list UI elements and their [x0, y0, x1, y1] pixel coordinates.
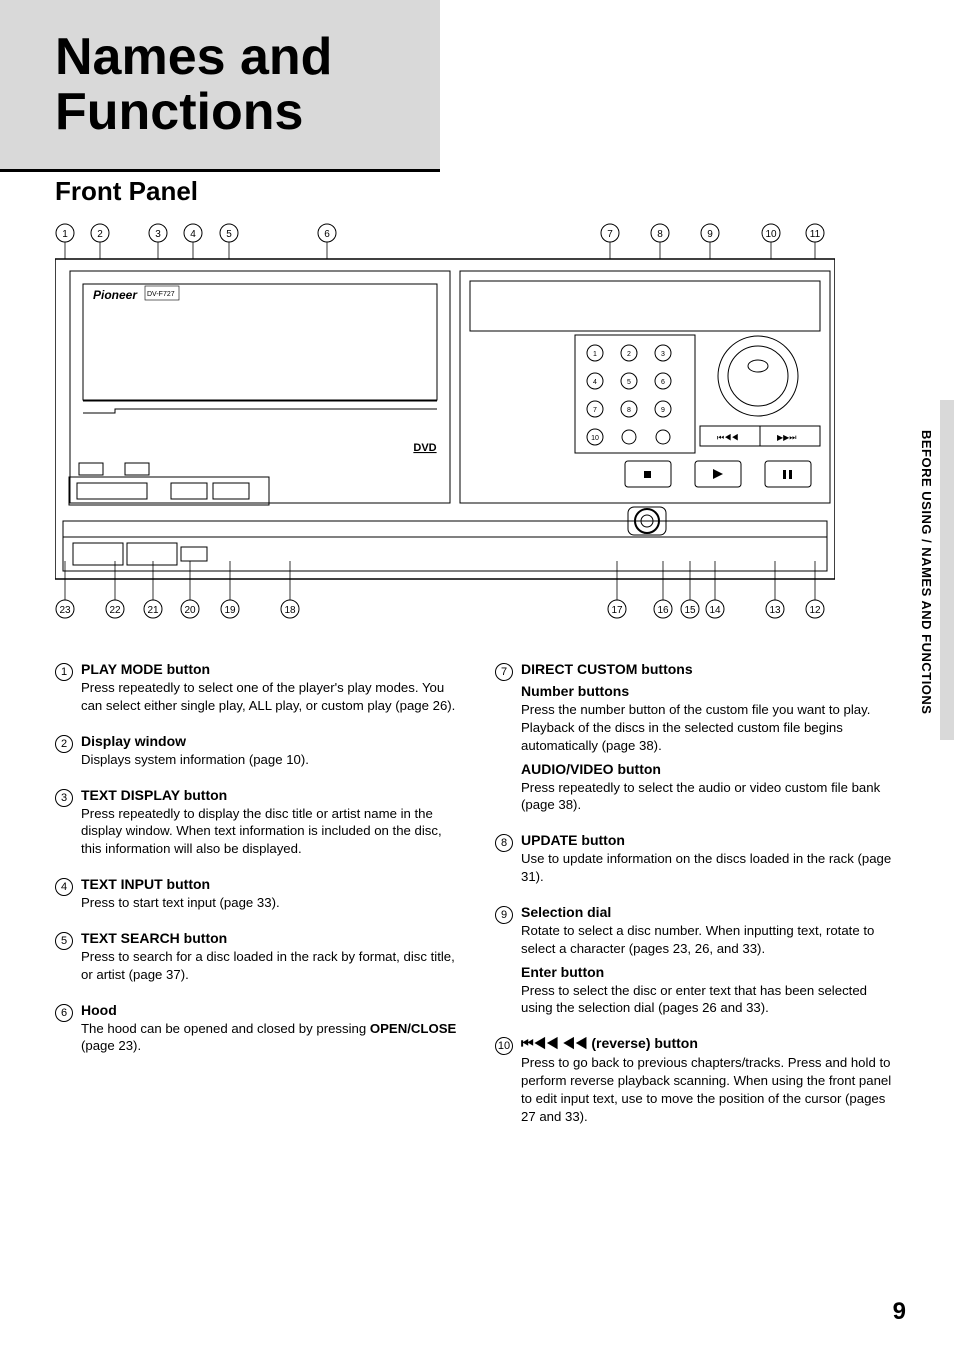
svg-text:17: 17 [611, 605, 623, 616]
item-number: 2 [55, 735, 73, 753]
chapter-title: Names and Functions [55, 30, 440, 139]
svg-text:10: 10 [591, 435, 599, 442]
svg-text:16: 16 [657, 605, 669, 616]
svg-text:12: 12 [809, 605, 821, 616]
item-head: TEXT DISPLAY button [81, 787, 459, 803]
description-item: 5 TEXT SEARCH button Press to search for a… [55, 930, 459, 984]
svg-text:8: 8 [657, 229, 663, 240]
item-head: Display window [81, 733, 459, 749]
description-item: 7 DIRECT CUSTOM buttons Number buttons Pres… [495, 661, 899, 814]
item-number: 8 [495, 834, 513, 852]
item-subhead: Enter button [521, 964, 899, 980]
side-tab [940, 400, 954, 740]
svg-text:11: 11 [810, 229, 821, 240]
side-label: BEFORE USING / NAMES AND FUNCTIONS [919, 430, 934, 714]
front-panel-diagram: 1234567891011 Pioneer DV-F727 DVD [55, 221, 899, 621]
item-subhead: Number buttons [521, 683, 899, 699]
item-head: ⏮◀◀ ◀◀ (reverse) button [521, 1035, 899, 1052]
item-number: 10 [495, 1037, 513, 1055]
item-number: 3 [55, 789, 73, 807]
svg-text:7: 7 [607, 229, 613, 240]
description-item: 1 PLAY MODE button Press repeatedly to sel… [55, 661, 459, 715]
svg-text:6: 6 [661, 379, 665, 386]
item-head: PLAY MODE button [81, 661, 459, 677]
svg-text:DVD: DVD [413, 442, 436, 454]
svg-text:DV-F727: DV-F727 [147, 291, 175, 298]
svg-text:1: 1 [593, 351, 597, 358]
svg-text:9: 9 [661, 407, 665, 414]
svg-text:21: 21 [147, 605, 159, 616]
item-subhead: AUDIO/VIDEO button [521, 761, 899, 777]
item-head: TEXT SEARCH button [81, 930, 459, 946]
item-text: Press to start text input (page 33). [81, 894, 459, 912]
item-number: 7 [495, 663, 513, 681]
svg-text:1: 1 [62, 229, 68, 240]
svg-text:5: 5 [226, 229, 232, 240]
svg-text:4: 4 [190, 229, 196, 240]
item-text: The hood can be opened and closed by pre… [81, 1020, 459, 1056]
svg-text:15: 15 [684, 605, 696, 616]
item-text: Press repeatedly to select one of the pl… [81, 679, 459, 715]
item-text: Press repeatedly to display the disc tit… [81, 805, 459, 858]
item-number: 9 [495, 906, 513, 924]
svg-text:22: 22 [109, 605, 121, 616]
item-text: Press to select the disc or enter text t… [521, 982, 899, 1018]
description-item: 3 TEXT DISPLAY button Press repeatedly to … [55, 787, 459, 858]
description-item: 6 Hood The hood can be opened and closed b… [55, 1002, 459, 1056]
svg-text:10: 10 [765, 229, 777, 240]
svg-text:18: 18 [284, 605, 296, 616]
item-number: 1 [55, 663, 73, 681]
svg-text:3: 3 [661, 351, 665, 358]
svg-text:19: 19 [224, 605, 236, 616]
item-head: Hood [81, 1002, 459, 1018]
item-head: UPDATE button [521, 832, 899, 848]
svg-text:9: 9 [707, 229, 713, 240]
svg-text:14: 14 [709, 605, 721, 616]
item-text: Use to update information on the discs l… [521, 850, 899, 886]
svg-text:6: 6 [324, 229, 330, 240]
description-item: 2 Display window Displays system informati… [55, 733, 459, 769]
svg-text:4: 4 [593, 379, 597, 386]
svg-text:5: 5 [627, 379, 631, 386]
item-text: Press the number button of the custom fi… [521, 701, 899, 754]
item-head: DIRECT CUSTOM buttons [521, 661, 899, 677]
svg-text:20: 20 [184, 605, 196, 616]
svg-text:▶▶⏭: ▶▶⏭ [777, 433, 797, 442]
item-text: Rotate to select a disc number. When inp… [521, 922, 899, 958]
item-text: Displays system information (page 10). [81, 751, 459, 769]
item-text: Press to search for a disc loaded in the… [81, 948, 459, 984]
item-number: 6 [55, 1004, 73, 1022]
chapter-title-block: Names and Functions [0, 0, 440, 172]
item-head: TEXT INPUT button [81, 876, 459, 892]
item-head: Selection dial [521, 904, 899, 920]
description-item: 9 Selection dial Rotate to select a disc n… [495, 904, 899, 1017]
item-number: 5 [55, 932, 73, 950]
right-column: 7 DIRECT CUSTOM buttons Number buttons Pres… [495, 661, 899, 1143]
svg-text:7: 7 [593, 407, 597, 414]
section-title: Front Panel [55, 176, 899, 207]
page-number: 9 [893, 1298, 906, 1326]
description-item: 10 ⏮◀◀ ◀◀ (reverse) button Press to go bac… [495, 1035, 899, 1125]
svg-text:2: 2 [627, 351, 631, 358]
svg-text:2: 2 [97, 229, 103, 240]
svg-text:Pioneer: Pioneer [93, 288, 138, 302]
item-text: Press repeatedly to select the audio or … [521, 779, 899, 815]
svg-text:⏮◀◀: ⏮◀◀ [717, 433, 738, 442]
item-number: 4 [55, 878, 73, 896]
svg-text:3: 3 [155, 229, 161, 240]
description-item: 4 TEXT INPUT button Press to start text in… [55, 876, 459, 912]
svg-text:13: 13 [769, 605, 781, 616]
description-item: 8 UPDATE button Use to update information … [495, 832, 899, 886]
svg-text:23: 23 [59, 605, 71, 616]
item-text: Press to go back to previous chapters/tr… [521, 1054, 899, 1125]
left-column: 1 PLAY MODE button Press repeatedly to sel… [55, 661, 459, 1143]
svg-text:8: 8 [627, 407, 631, 414]
